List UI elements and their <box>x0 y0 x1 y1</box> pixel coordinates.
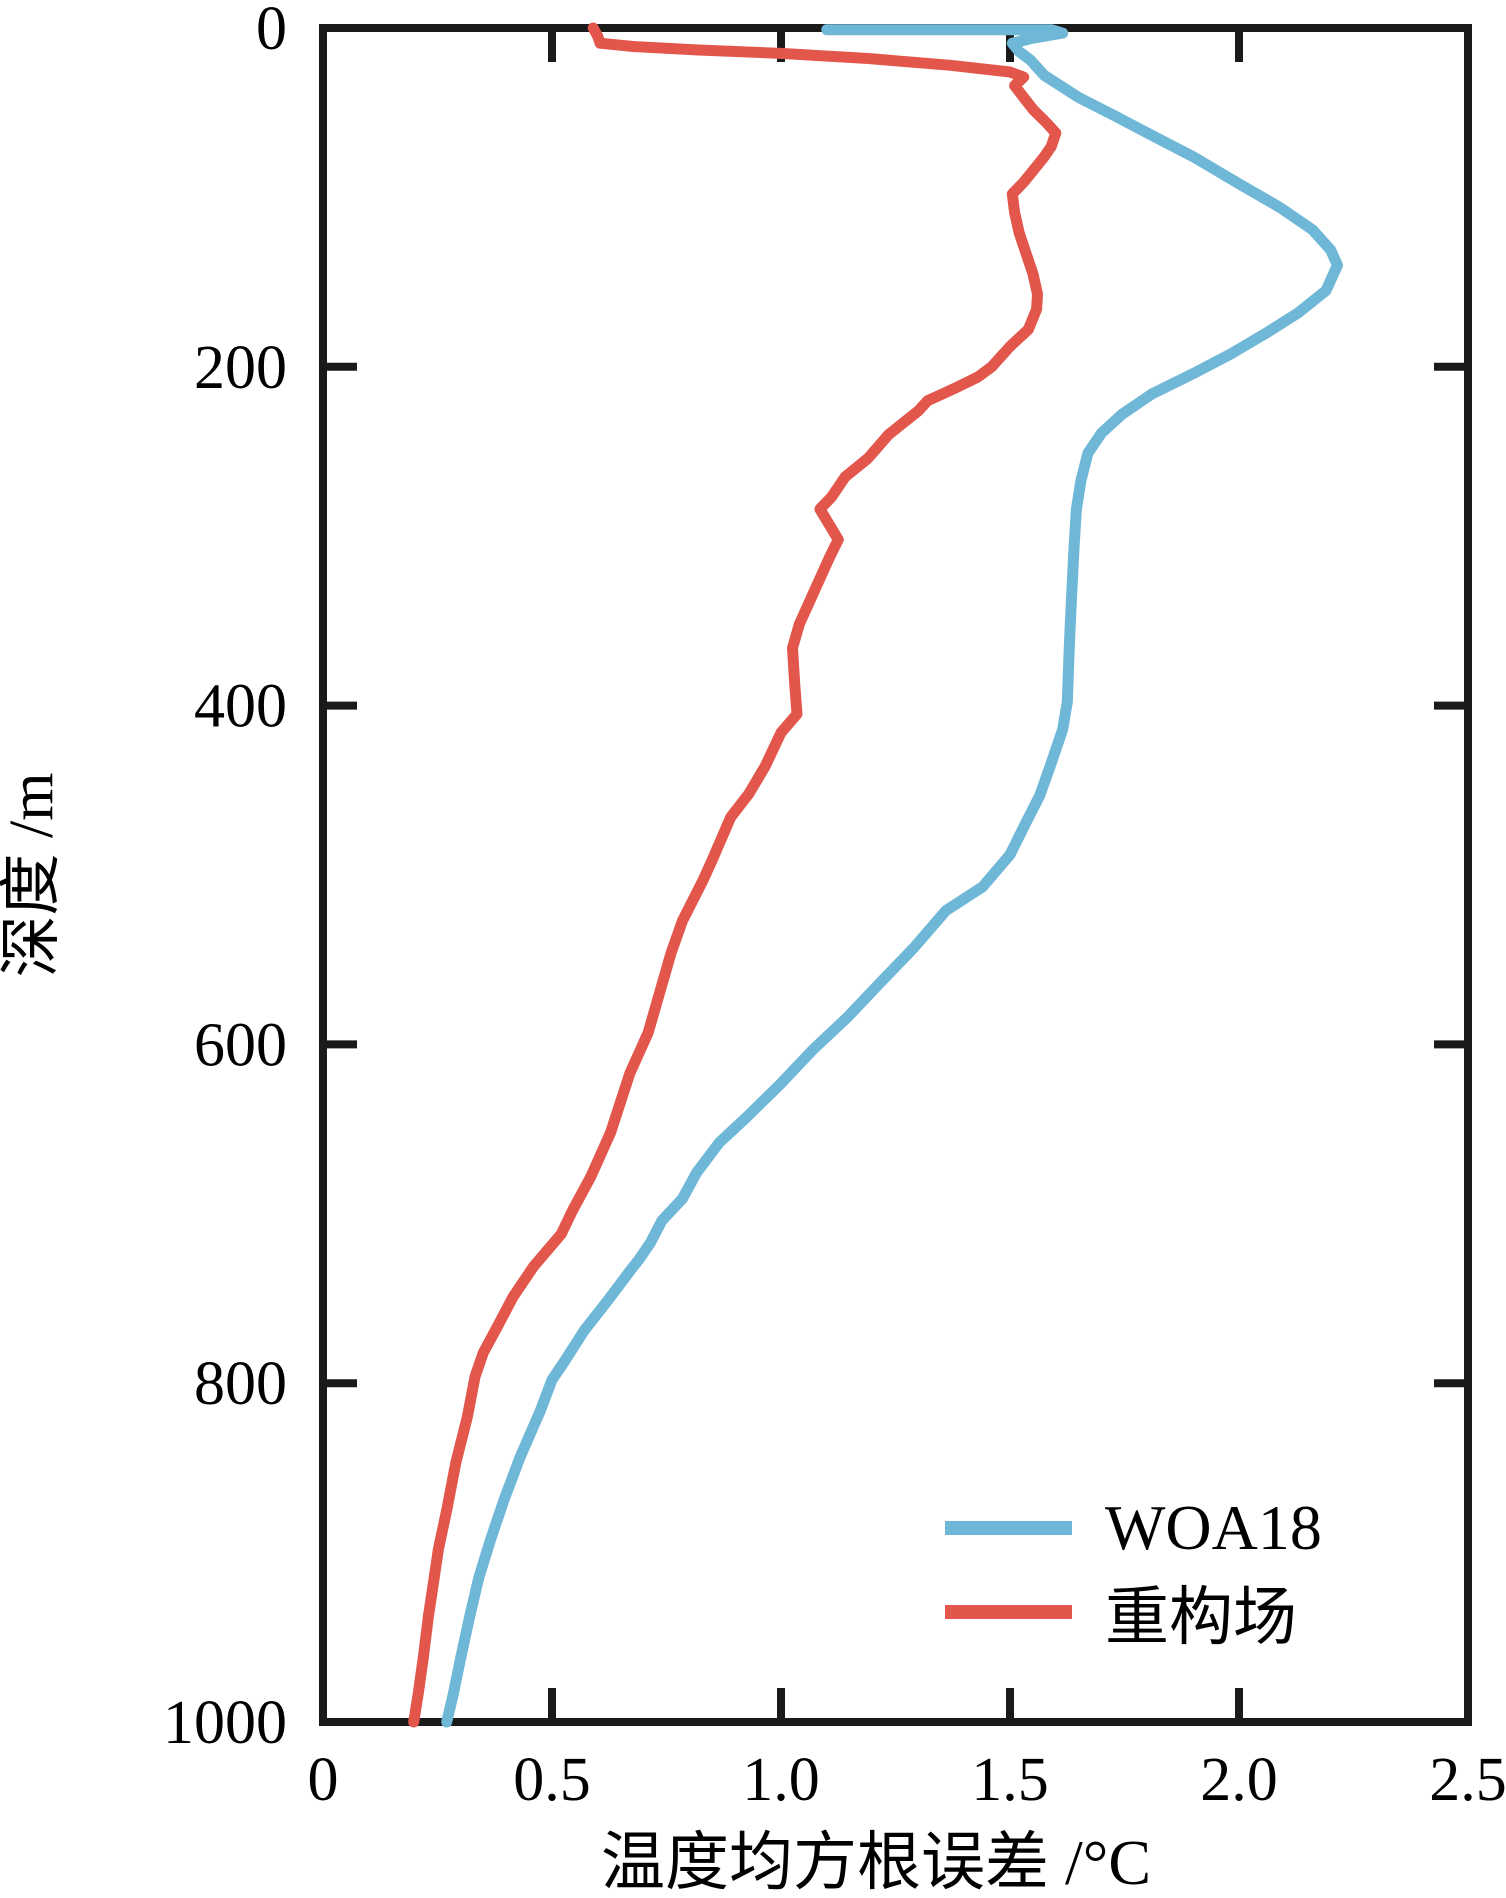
legend-label-woa18: WOA18 <box>1105 1492 1322 1563</box>
legend-item-reconstruction: 重构场 <box>945 1572 1297 1653</box>
x-tick-label: 1.5 <box>971 1746 1049 1814</box>
x-tick-label: 2.5 <box>1429 1746 1506 1814</box>
x-tick-label: 0 <box>308 1746 339 1814</box>
legend-line-woa18 <box>945 1521 1072 1535</box>
x-axis-title: 温度均方根误差 /°C <box>600 1827 1152 1898</box>
y-tick-label: 600 <box>194 1011 287 1079</box>
y-tick-label: 200 <box>194 334 287 402</box>
x-tick-label: 0.5 <box>513 1746 591 1814</box>
x-tick-label: 1.0 <box>742 1746 820 1814</box>
y-tick-label: 0 <box>256 0 287 63</box>
legend-item-woa18: WOA18 <box>945 1488 1322 1568</box>
y-tick-label: 800 <box>194 1350 287 1418</box>
y-axis-title: 深度 /m <box>0 772 66 978</box>
legend-label-reconstruction: 重构场 <box>1105 1582 1297 1653</box>
legend-line-reconstruction <box>945 1605 1072 1619</box>
y-tick-label: 1000 <box>163 1689 287 1757</box>
series-line-reconstruction <box>408 22 1062 1728</box>
y-tick-label: 400 <box>194 673 287 741</box>
series-line-woa18 <box>441 24 1343 1728</box>
x-tick-label: 2.0 <box>1200 1746 1278 1814</box>
plot-border <box>319 24 1472 1726</box>
